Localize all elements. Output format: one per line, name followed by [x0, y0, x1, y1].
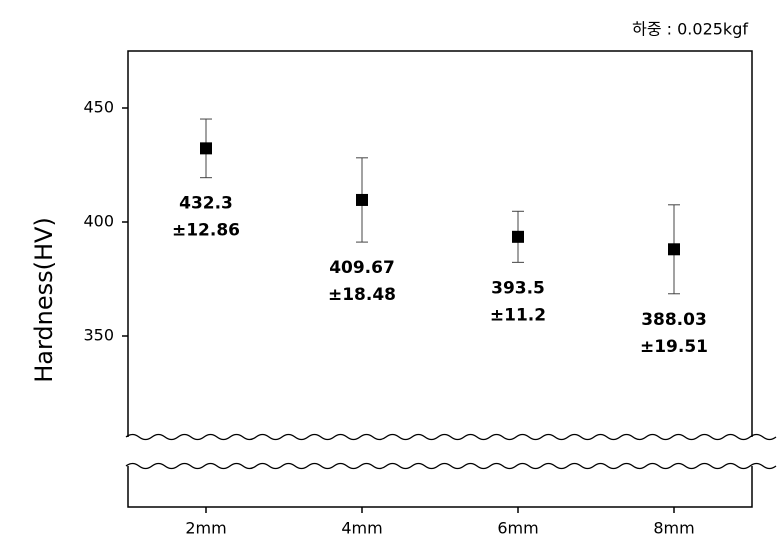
marker: [200, 142, 212, 155]
y-tick-label: 350: [83, 326, 114, 345]
x-tick-label: 8mm: [653, 519, 694, 538]
data-label: 393.5: [491, 278, 545, 298]
marker: [356, 193, 368, 206]
marker: [668, 243, 680, 256]
data-label: 432.3: [179, 194, 233, 214]
marker: [512, 230, 524, 243]
error-label: ±19.51: [640, 337, 708, 357]
error-label: ±18.48: [328, 285, 396, 305]
error-label: ±11.2: [490, 305, 546, 325]
y-axis-title: Hardness(HV): [30, 217, 58, 383]
x-tick-label: 6mm: [497, 519, 538, 538]
annotation: 하중 : 0.025kgf: [632, 20, 748, 39]
data-label: 409.67: [329, 258, 395, 278]
y-tick-label: 400: [83, 212, 114, 231]
error-label: ±12.86: [172, 221, 240, 241]
x-tick-label: 2mm: [185, 519, 226, 538]
axis-break-line: [125, 462, 777, 470]
plot-frame: [127, 50, 753, 508]
axis-break-line: [125, 433, 777, 441]
data-label: 388.03: [641, 310, 707, 330]
x-tick-label: 4mm: [341, 519, 382, 538]
y-tick-label: 450: [83, 98, 114, 117]
axis-break-gap: [126, 437, 754, 466]
